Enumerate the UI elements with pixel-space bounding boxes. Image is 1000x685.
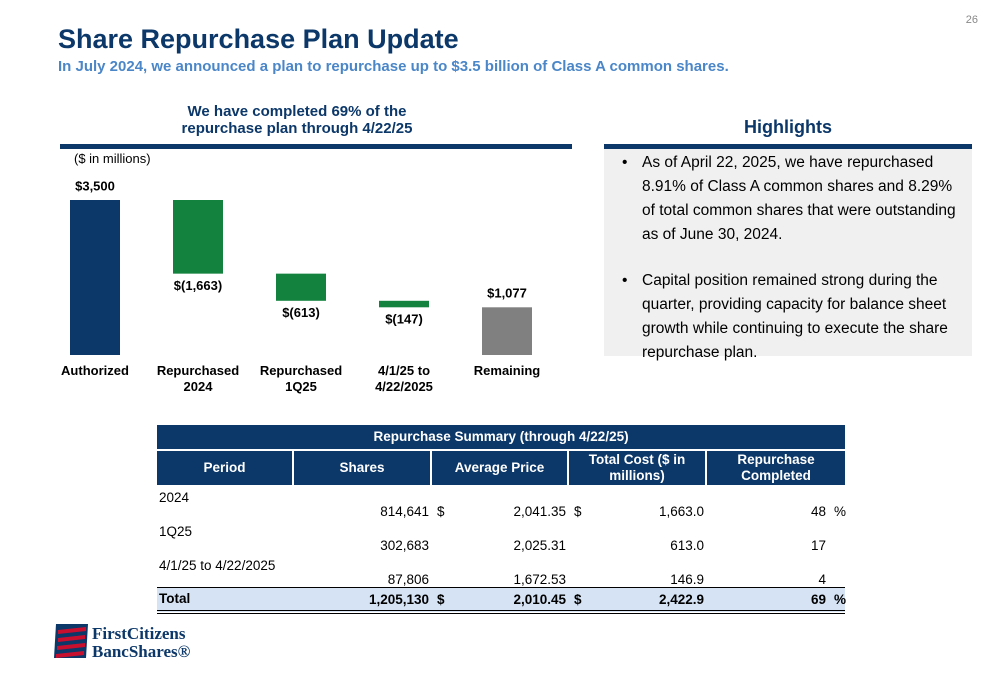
table-cell	[828, 553, 845, 588]
table-cell: 4/1/25 to 4/22/2025	[159, 558, 276, 573]
table-cell: $	[568, 587, 588, 614]
table-cell: 48	[810, 504, 826, 519]
x-tick-label: Authorized	[61, 363, 129, 378]
logo-text: FirstCitizens	[92, 624, 186, 643]
x-tick-label: Remaining	[473, 363, 541, 378]
column-header: Shares	[292, 449, 431, 485]
bar	[173, 200, 223, 274]
table-cell: 17	[810, 538, 826, 553]
bar	[379, 300, 429, 308]
value-label: $(613)	[282, 305, 320, 320]
bar	[276, 273, 326, 301]
table-cell: 4	[818, 572, 826, 587]
rule	[60, 144, 572, 149]
column-header: Total Cost ($ in millions)	[567, 449, 706, 485]
table-title: Repurchase Summary (through 4/22/25)	[157, 425, 846, 450]
value-label: $(1,663)	[174, 278, 222, 293]
unit-label: ($ in millions)	[74, 151, 151, 166]
value-label: $1,077	[487, 286, 527, 301]
highlights-title: Highlights	[744, 117, 832, 137]
subtitle: In July 2024, we announced a plan to rep…	[58, 58, 729, 75]
logo-text: BancShares®	[92, 642, 191, 661]
table-cell: %	[834, 504, 847, 519]
table-cell: 302,683	[380, 538, 429, 553]
bullet: As of April 22, 2025, we have repurchase…	[622, 151, 962, 247]
table-row: 2024 814,641 $2,041.35 $1,663.0 48%	[157, 485, 847, 520]
value-label: $(147)	[385, 312, 423, 327]
table-row: Total 1,205,130 $2,010.45 $2,422.9 69%	[157, 587, 846, 614]
table-cell: 1,672.53	[513, 572, 566, 587]
table-cell: 2024	[159, 490, 190, 505]
title: Share Repurchase Plan Update	[58, 24, 459, 54]
table-cell: 814,641	[380, 504, 429, 519]
table-cell: 2,041.35	[513, 504, 566, 519]
table-cell	[828, 519, 845, 553]
bar	[70, 200, 120, 355]
column-header: Repurchase Completed	[704, 449, 846, 485]
table-cell: 1,663.0	[658, 504, 704, 519]
column-header: Average Price	[430, 449, 568, 485]
table-row: 4/1/25 to 4/22/2025 87,806 1,672.53 146.9 4	[157, 553, 845, 588]
table-cell: $	[437, 504, 445, 519]
table-cell: %	[828, 587, 846, 614]
table-cell: 146.9	[670, 572, 704, 587]
table-cell	[431, 519, 451, 553]
table-cell: 613.0	[670, 538, 704, 553]
table-cell: 87,806	[387, 572, 429, 587]
value-label: $3,500	[75, 178, 115, 193]
rule	[604, 144, 972, 149]
table-cell	[568, 519, 588, 553]
bullet-list: As of April 22, 2025, we have repurchase…	[604, 151, 962, 365]
x-tick-label: 4/1/25 to 4/22/2025	[375, 363, 433, 394]
page-number: 26	[965, 14, 978, 26]
summary-table: Repurchase Summary (through 4/22/25) Per…	[157, 425, 847, 614]
table-cell: Total	[157, 587, 293, 614]
table-cell: 1,205,130	[293, 587, 431, 614]
bullet: Capital position remained strong during …	[622, 269, 962, 365]
table-cell	[568, 553, 588, 588]
table-cell: 1Q25	[159, 524, 193, 539]
table-cell: 2,010.45	[451, 587, 568, 614]
chart-title: We have completed 69% of the repurchase …	[181, 103, 413, 137]
x-tick-label: Repurchased 2024	[156, 363, 240, 394]
table-cell	[431, 553, 451, 588]
table-cell: 69	[706, 587, 828, 614]
table-cell: 2,025.31	[513, 538, 566, 553]
logo-flag	[54, 624, 88, 658]
table-cell: $	[431, 587, 451, 614]
column-header: Period	[157, 449, 293, 485]
highlights-panel: As of April 22, 2025, we have repurchase…	[604, 149, 972, 361]
table-cell: $	[574, 504, 582, 519]
bar	[482, 307, 532, 355]
table-cell: 2,422.9	[588, 587, 706, 614]
x-tick-label: Repurchased 1Q25	[259, 363, 343, 394]
table-row: 1Q25 302,683 2,025.31 613.0 17	[157, 519, 845, 554]
